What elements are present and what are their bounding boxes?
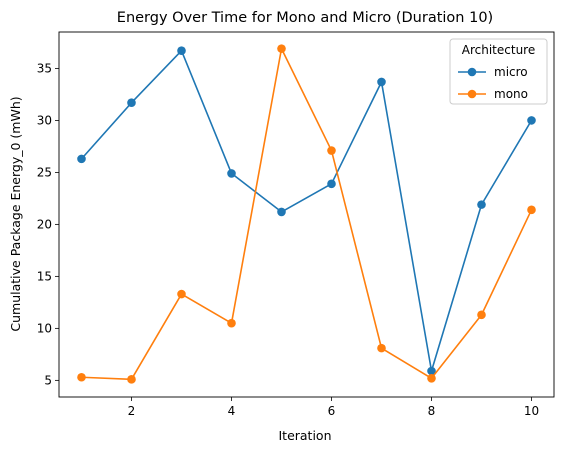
y-tick-label: 20 bbox=[37, 217, 52, 231]
y-tick-label: 10 bbox=[37, 321, 52, 335]
data-point-micro bbox=[327, 179, 336, 189]
chart-title: Energy Over Time for Mono and Micro (Dur… bbox=[117, 10, 493, 26]
y-tick-label: 35 bbox=[37, 61, 52, 75]
legend-title: Architecture bbox=[462, 43, 535, 57]
data-point-micro bbox=[277, 207, 286, 217]
data-point-micro bbox=[477, 200, 486, 209]
legend-marker-mono bbox=[467, 89, 477, 99]
data-point-mono bbox=[327, 146, 336, 155]
data-point-micro bbox=[527, 116, 536, 125]
data-point-micro bbox=[177, 46, 186, 56]
y-axis: 5 10 15 20 25 30 35 bbox=[37, 61, 59, 387]
data-point-mono bbox=[127, 375, 136, 384]
legend-marker-micro bbox=[467, 67, 477, 77]
plot-area bbox=[77, 44, 536, 384]
plot-frame bbox=[58, 31, 555, 398]
data-point-mono bbox=[377, 343, 386, 353]
y-tick-label: 25 bbox=[37, 165, 52, 179]
x-axis: 2 4 6 8 10 bbox=[128, 397, 539, 418]
x-tick-label: 6 bbox=[328, 404, 336, 418]
legend-label-micro: micro bbox=[494, 65, 528, 79]
legend-box bbox=[449, 38, 548, 105]
legend-label-mono: mono bbox=[494, 87, 528, 101]
data-point-micro bbox=[227, 169, 236, 178]
series-line-micro bbox=[80, 49, 533, 372]
data-point-mono bbox=[277, 44, 286, 53]
x-axis-label: Iteration bbox=[278, 428, 331, 443]
data-point-micro bbox=[77, 154, 86, 164]
data-point-mono bbox=[527, 205, 536, 215]
data-point-micro bbox=[127, 98, 136, 108]
x-tick-label: 8 bbox=[428, 404, 436, 418]
y-tick-label: 30 bbox=[37, 113, 52, 127]
data-point-mono bbox=[477, 310, 486, 320]
series-line-mono bbox=[81, 47, 533, 381]
x-tick-label: 10 bbox=[524, 404, 539, 418]
data-point-mono bbox=[77, 372, 86, 382]
data-point-mono bbox=[427, 373, 436, 383]
x-tick-label: 2 bbox=[128, 404, 136, 418]
data-point-micro bbox=[427, 366, 436, 376]
x-tick-label: 4 bbox=[228, 404, 236, 418]
data-point-micro bbox=[377, 77, 386, 87]
data-point-mono bbox=[177, 289, 186, 299]
y-tick-label: 5 bbox=[44, 373, 52, 387]
y-axis-label: Cumulative Package Energy_0 (mWh) bbox=[8, 96, 23, 331]
legend: Architecture micro mono bbox=[449, 38, 548, 105]
y-tick-label: 15 bbox=[37, 269, 52, 283]
data-point-mono bbox=[227, 318, 236, 328]
